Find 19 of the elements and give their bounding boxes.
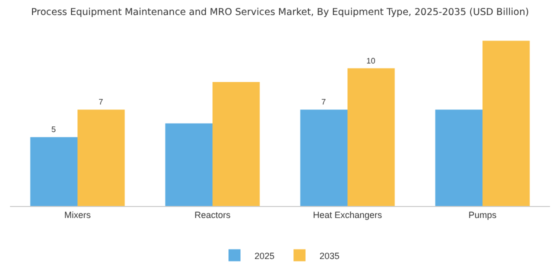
- x-tick-label: Heat Exchangers: [312, 210, 383, 220]
- legend-label: 2035: [320, 250, 340, 261]
- bar: [212, 82, 260, 206]
- bar: [435, 110, 482, 206]
- x-tick-label: Reactors: [194, 210, 232, 220]
- data-label: 7: [321, 98, 326, 107]
- bar: [78, 110, 125, 206]
- data-label: 7: [98, 98, 104, 107]
- legend-label: 2025: [254, 250, 275, 261]
- data-label: 10: [366, 56, 376, 66]
- bar: [300, 110, 348, 206]
- bar: [165, 123, 212, 206]
- bar: [482, 40, 530, 206]
- x-tick-label: Mixers: [64, 210, 92, 220]
- chart-title: Process Equipment Maintenance and MRO Services Market, By Equipment Type, 2025-2035 (USD Billion): [31, 7, 529, 18]
- data-label: 5: [51, 125, 56, 134]
- bar: [30, 137, 78, 206]
- x-tick-label: Pumps: [468, 210, 498, 220]
- bar: [348, 68, 395, 206]
